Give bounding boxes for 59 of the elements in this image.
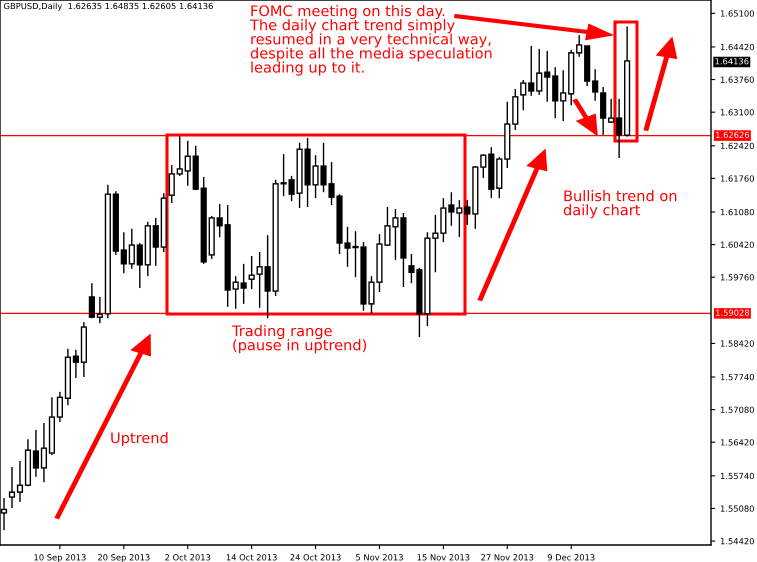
text: 1.56420	[720, 439, 754, 446]
candlestick	[432, 214, 438, 273]
candlestick	[328, 161, 335, 206]
text: 1.61760	[720, 175, 754, 182]
annotation: FOMC meeting on this day. The daily chart trend simply resumed in a very technical way, despite all the media speculation leading up to it.	[250, 5, 492, 76]
candlestick	[456, 199, 462, 238]
text: 1.54420	[720, 538, 754, 544]
text: 1.64136	[715, 58, 748, 64]
candlestick	[608, 98, 614, 124]
text: 1.57080	[720, 406, 754, 413]
ref-line-label: 1.62626	[716, 132, 750, 138]
candlestick	[248, 255, 255, 290]
candlestick	[320, 142, 327, 193]
candlestick	[88, 282, 95, 319]
text: 1.55740	[720, 472, 754, 480]
candlestick	[72, 349, 79, 379]
ref-line-label: 1.59028	[716, 309, 750, 316]
text: 1.57740	[720, 374, 754, 380]
text: 1.62420	[720, 142, 754, 150]
x-tick-label: 5 Nov 2013	[356, 554, 403, 560]
x-tick-label: 14 Oct 2013	[226, 554, 277, 560]
text: 1.63100	[720, 109, 754, 116]
candlestick	[16, 460, 24, 503]
candlestick	[288, 175, 295, 202]
text: 1.60420	[720, 242, 754, 248]
x-tick-label: 27 Nov 2013	[481, 554, 534, 560]
annotation: Bullish trend on daily chart	[564, 190, 676, 218]
x-tick-label: 9 Dec 2013	[548, 554, 594, 560]
text: 1.64420	[720, 44, 754, 50]
candlestick	[368, 276, 375, 314]
candlestick	[280, 153, 287, 197]
candlestick	[96, 296, 103, 324]
candlestick	[312, 154, 319, 199]
candlestick	[8, 466, 16, 509]
text: 1.61080	[720, 208, 754, 216]
annotation: Uptrend	[111, 432, 168, 446]
candlestick	[616, 98, 622, 159]
candlestick	[56, 391, 64, 423]
candlestick	[352, 230, 359, 278]
text: 1.59760	[720, 274, 754, 280]
candlestick	[384, 206, 391, 247]
x-tick-label: 24 Oct 2013	[290, 554, 341, 560]
candlestick	[448, 192, 454, 226]
candlestick	[344, 226, 351, 268]
annotation: Trading range (pause in uptrend)	[232, 325, 366, 354]
text: 1.63760	[720, 76, 754, 83]
candlestick	[256, 251, 263, 309]
candlestick	[40, 422, 48, 483]
candlestick	[408, 253, 415, 284]
candlestick	[32, 429, 40, 478]
text: 1.55080	[720, 505, 754, 512]
x-tick-label: 2 Oct 2013	[165, 554, 210, 560]
text: 1.58420	[720, 340, 754, 347]
x-tick-label: 20 Sep 2013	[98, 554, 150, 562]
x-tick-label: 15 Nov 2013	[418, 554, 470, 560]
x-tick-label: 10 Sep 2013	[34, 554, 86, 562]
chart-title: GBPUSD,Daily 1.62635 1.64835 1.62605 1.64136	[4, 2, 213, 11]
candlestick	[392, 208, 399, 261]
text: 1.65100	[720, 10, 754, 17]
